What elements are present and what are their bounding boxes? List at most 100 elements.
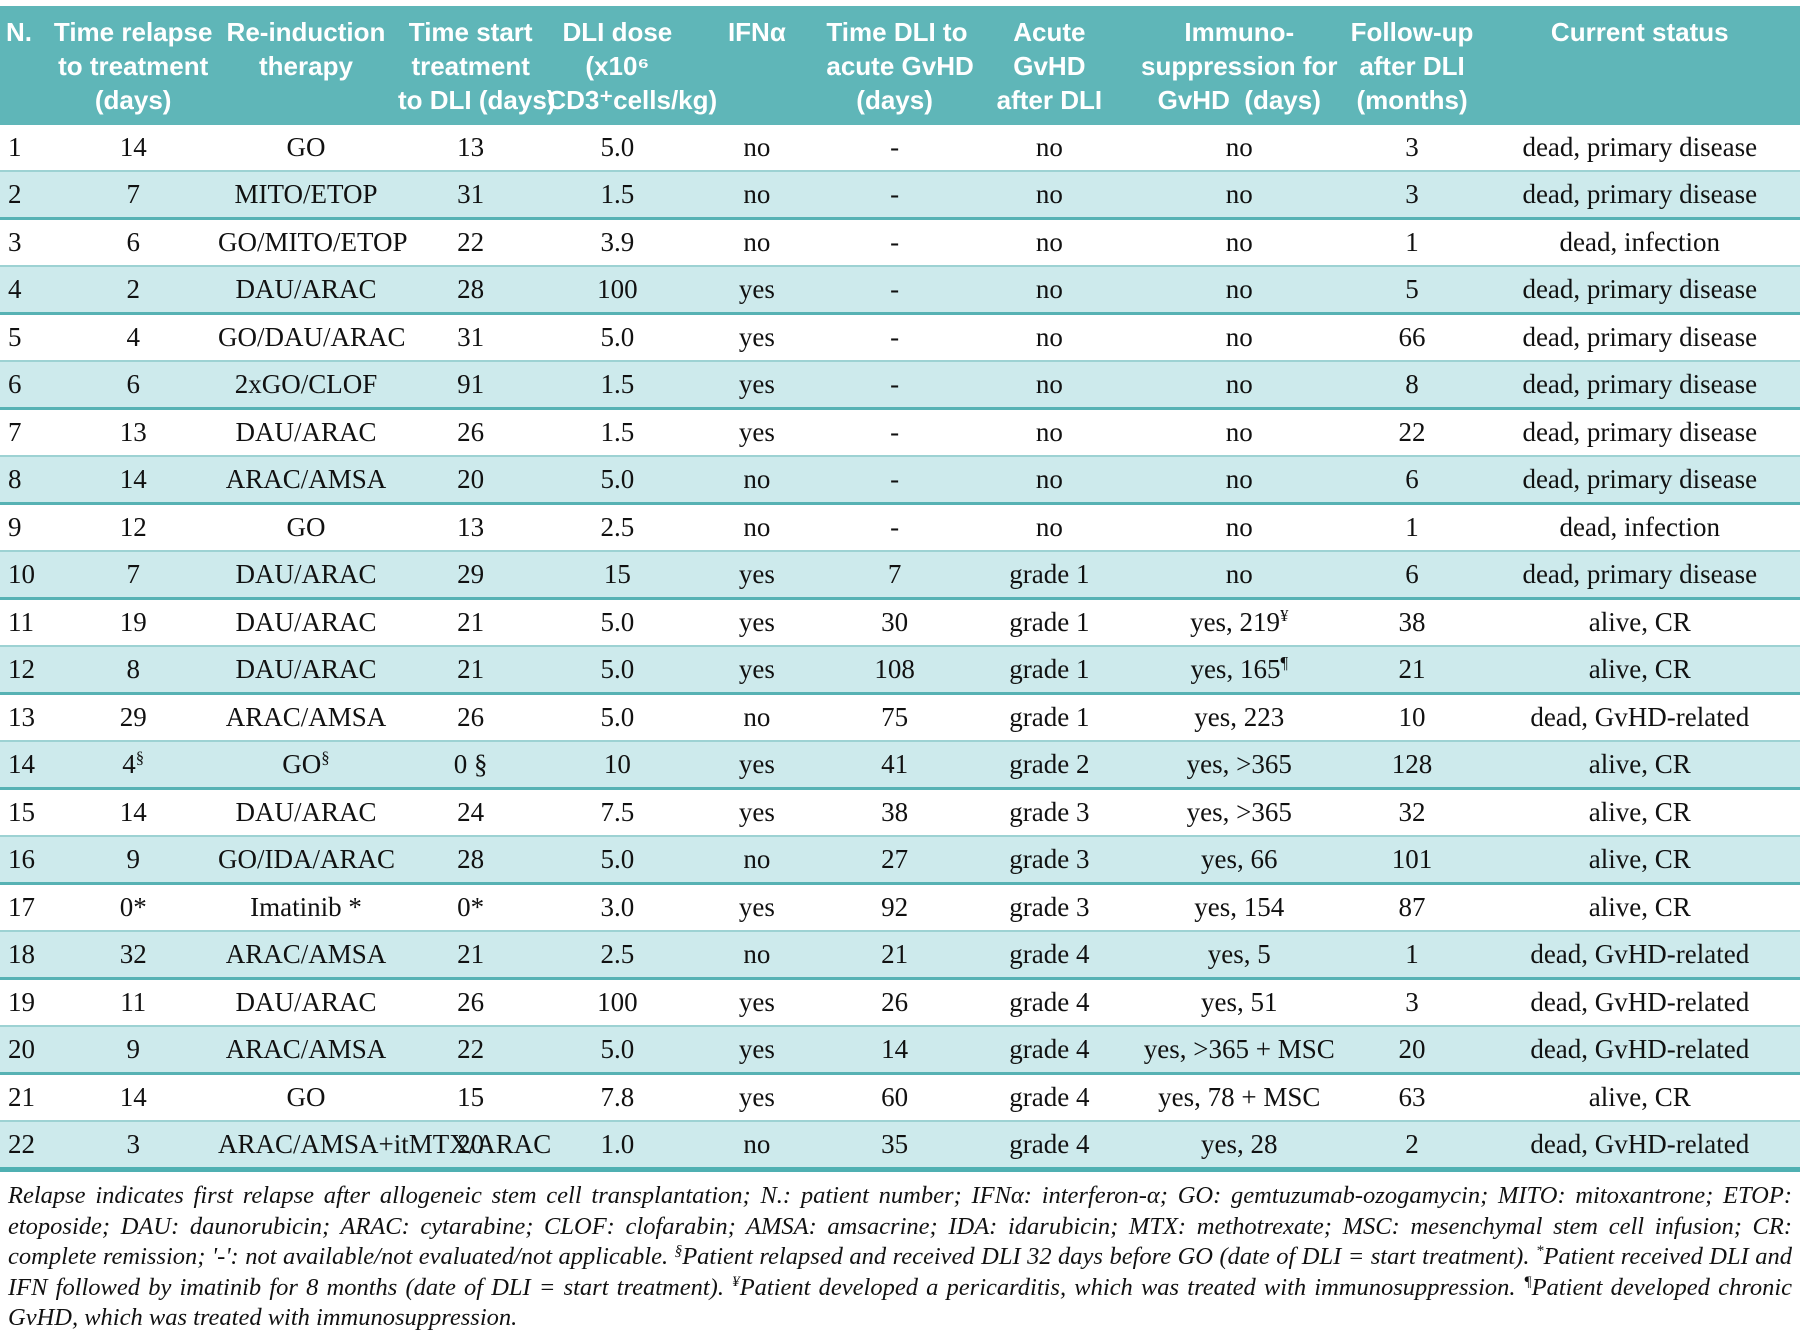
table-cell: -	[890, 322, 900, 353]
table-cell: no	[1225, 179, 1253, 210]
table-cell: dead, primary disease	[1522, 274, 1758, 305]
table-cell: alive, CR	[1588, 797, 1691, 828]
table-cell: 29	[119, 702, 147, 733]
header-row: N. Time relapse to treatment (days) Re-ind…	[0, 6, 1800, 126]
column-header: Time start treatment to DLI (days)	[395, 6, 555, 126]
table-cell: dead, primary disease	[1522, 417, 1758, 448]
table-cell: dead, GvHD-related	[1530, 987, 1750, 1018]
column-header: DLI dose (x10⁶ CD3⁺cells/kg)	[545, 6, 717, 126]
table-cell: alive, CR	[1588, 749, 1691, 780]
table-cell: 21	[1398, 654, 1426, 685]
table-cell: Imatinib *	[250, 892, 362, 923]
table-cell: -	[890, 132, 900, 163]
table-cell: 5.0	[600, 1034, 635, 1065]
table-cell: 60	[881, 1082, 909, 1113]
table-cell: GO/DAU/ARAC	[217, 322, 406, 353]
table-cell: 20	[457, 1129, 485, 1160]
table-cell: 6	[126, 227, 140, 258]
table-cell: dead, GvHD-related	[1530, 1034, 1750, 1065]
table-cell: yes	[738, 1082, 775, 1113]
table-cell: -	[890, 464, 900, 495]
table-cell: grade 3	[1009, 844, 1090, 875]
table-cell: no	[1225, 132, 1253, 163]
table-cell: grade 4	[1009, 1034, 1090, 1065]
table-cell: grade 1	[1009, 702, 1090, 733]
table-cell: 4§	[122, 748, 145, 780]
table-cell: -	[890, 512, 900, 543]
table-cell: grade 2	[1009, 749, 1090, 780]
table-cell: 14	[119, 464, 147, 495]
table-cell: 0 §	[453, 749, 488, 780]
table-cell: DAU/ARAC	[235, 417, 377, 448]
table-cell: no	[1225, 417, 1253, 448]
table-cell: dead, GvHD-related	[1530, 939, 1750, 970]
table-cell: 5.0	[600, 322, 635, 353]
table-cell: yes	[738, 797, 775, 828]
table-cell: no	[1035, 512, 1063, 543]
column-header: Re-induction therapy	[215, 6, 396, 126]
table-cell: -	[890, 417, 900, 448]
table-cell: dead, infection	[1559, 512, 1720, 543]
table-cell: ARAC/AMSA	[225, 939, 387, 970]
table-cell: 26	[457, 417, 485, 448]
table-cell: ARAC/AMSA	[225, 702, 387, 733]
table-cell: 7	[887, 559, 902, 590]
table-cell: yes	[738, 987, 775, 1018]
table-cell: 15	[603, 559, 631, 590]
table-cell: 30	[881, 607, 909, 638]
table-cell: 91	[457, 369, 485, 400]
table-cell: 15	[457, 1082, 485, 1113]
table-cell: 31	[457, 322, 485, 353]
table-cell: 5.0	[600, 844, 635, 875]
table-cell: 100	[597, 987, 638, 1018]
table-cell: no	[1225, 322, 1253, 353]
table-cell: 10	[1398, 702, 1426, 733]
table-cell: dead, primary disease	[1522, 322, 1758, 353]
column-header: IFNα	[689, 6, 825, 126]
table-cell: 13	[457, 132, 485, 163]
table-cell: 3.9	[600, 227, 635, 258]
column-header: Acute GvHD after DLI	[964, 6, 1134, 126]
table-cell: yes	[738, 654, 775, 685]
table-cell: 4	[8, 274, 22, 305]
table-cell: dead, primary disease	[1522, 559, 1758, 590]
table-cell: grade 1	[1009, 559, 1090, 590]
table-cell: no	[1035, 274, 1063, 305]
table-cell: no	[1225, 274, 1253, 305]
table-row: 6 6 2xGO/CLOF 91 1.5 yes - no no 8 dead, primary d…	[0, 361, 1800, 409]
table-cell: 32	[1398, 797, 1426, 828]
table-cell: 87	[1398, 892, 1426, 923]
table-cell: no	[1035, 417, 1063, 448]
table-cell: 1.0	[600, 1129, 635, 1160]
table-row: 2 7 MITO/ETOP 31 1.5 no - no no 3 dead, primary di…	[0, 171, 1800, 219]
table-cell: 2	[126, 274, 140, 305]
table-cell: alive, CR	[1588, 607, 1691, 638]
table-cell: yes	[738, 559, 775, 590]
table-cell: 11	[120, 987, 147, 1018]
table-row: 14 4§ GO§ 0 § 10 yes 41 grade 2 yes, >365 128 aliv…	[0, 741, 1800, 789]
table-cell: 14	[119, 1082, 147, 1113]
table-cell: alive, CR	[1588, 844, 1691, 875]
table-cell: alive, CR	[1588, 892, 1691, 923]
table-cell: 31	[457, 179, 485, 210]
table-row: 17 0* Imatinib * 0* 3.0 yes 92 grade 3 yes, 154 8…	[0, 883, 1800, 932]
table-cell: 3	[126, 1129, 140, 1160]
table-cell: MITO/ETOP	[234, 179, 378, 210]
table-cell: 41	[881, 749, 909, 780]
table-cell: 1	[1405, 939, 1419, 970]
table-cell: DAU/ARAC	[235, 654, 377, 685]
table-cell: 14	[119, 797, 147, 828]
table-cell: 22	[1398, 417, 1426, 448]
table-cell: GO/MITO/ETOP	[217, 227, 408, 258]
table-cell: 3	[1405, 132, 1419, 163]
table-cell: dead, infection	[1559, 227, 1720, 258]
table-cell: no	[1225, 559, 1253, 590]
table-cell: 38	[881, 797, 909, 828]
table-cell: 0*	[119, 892, 147, 923]
table-cell: no	[743, 132, 771, 163]
table-cell: no	[743, 1129, 771, 1160]
table-cell: yes	[738, 322, 775, 353]
table-header: N. Time relapse to treatment (days) Re-ind…	[0, 6, 1800, 126]
table-row: 19 11 DAU/ARAC 26 100 yes 26 grade 4 yes, 51 3 dea…	[0, 978, 1800, 1027]
table-cell: 21	[457, 654, 485, 685]
